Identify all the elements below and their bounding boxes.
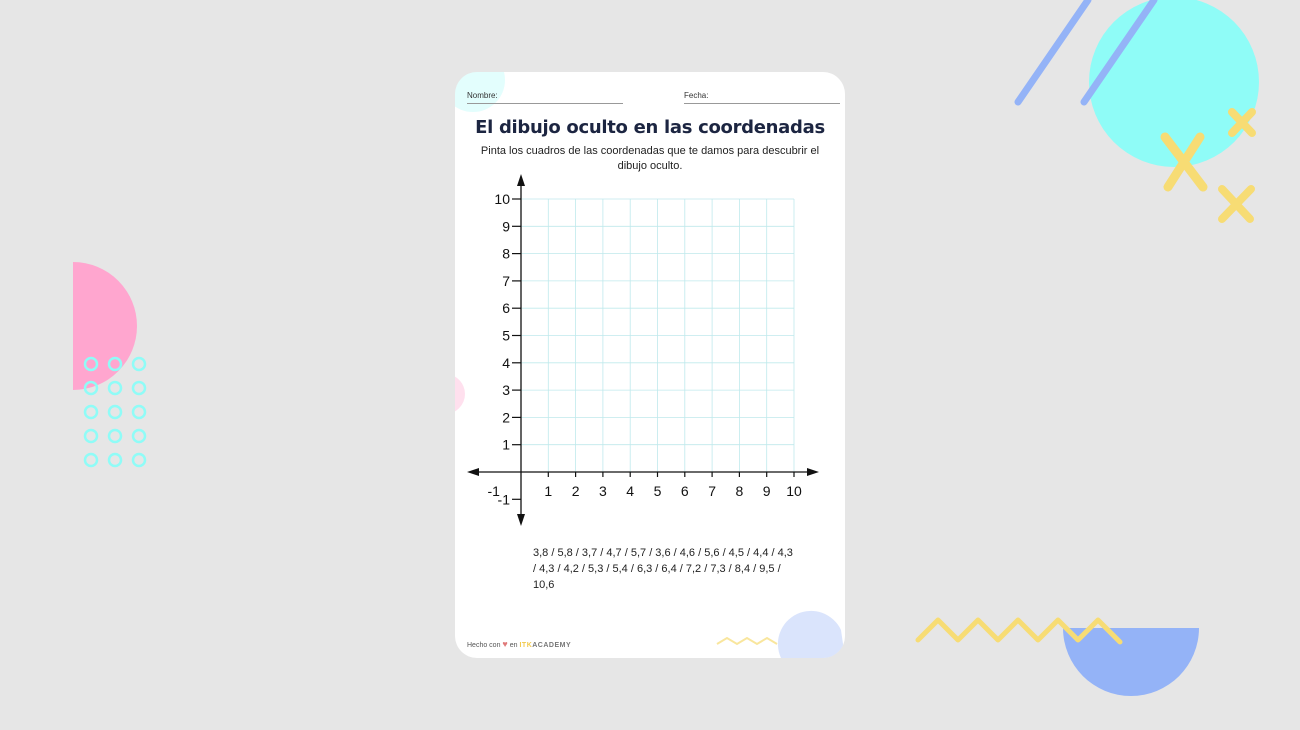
y-tick-label: 6 bbox=[502, 300, 510, 316]
footer-in: en bbox=[509, 642, 518, 649]
cyan-corner-decoration bbox=[455, 72, 505, 112]
footer: Hecho con ♥ en ITKACADEMY bbox=[467, 639, 571, 649]
y-tick-label: 3 bbox=[502, 382, 510, 398]
brand-suffix: ACADEMY bbox=[532, 642, 572, 649]
cyan-ring-grid-decoration bbox=[83, 356, 147, 468]
pink-half-circle-decoration bbox=[73, 262, 137, 390]
y-tick-label: -1 bbox=[498, 491, 511, 507]
x-tick-label: 7 bbox=[708, 483, 716, 499]
date-label: Fecha: bbox=[684, 91, 709, 100]
blue-corner-decoration bbox=[777, 610, 845, 658]
x-tick-label: 5 bbox=[654, 483, 662, 499]
y-axis-arrow-down bbox=[517, 514, 525, 526]
worksheet-instructions: Pinta los cuadros de las coordenadas que… bbox=[480, 145, 820, 172]
yellow-cross-decoration bbox=[1228, 108, 1256, 137]
yellow-cross-decoration bbox=[1160, 132, 1208, 192]
x-tick-label: -1 bbox=[487, 483, 500, 499]
x-tick-label: 3 bbox=[599, 483, 607, 499]
x-tick-labels: -1 1 2 3 4 5 6 7 8 9 10 bbox=[487, 483, 802, 499]
x-tick-label: 6 bbox=[681, 483, 689, 499]
y-tick-label: 10 bbox=[494, 191, 510, 207]
name-label: Nombre: bbox=[467, 91, 498, 100]
y-tick-label: 8 bbox=[502, 246, 510, 262]
y-tick-labels: -1 1 2 3 4 5 6 7 8 9 10 bbox=[494, 191, 510, 507]
coordinate-list: 3,8 / 5,8 / 3,7 / 4,7 / 5,7 / 3,6 / 4,6 … bbox=[533, 547, 793, 591]
brand-logo: ITKACADEMY bbox=[519, 642, 571, 649]
blue-half-circle-decoration bbox=[1063, 628, 1199, 696]
sheet-decorations bbox=[455, 72, 845, 658]
y-tick-label: 9 bbox=[502, 218, 510, 234]
x-axis-arrow-left bbox=[467, 468, 479, 476]
footer-made-with: Hecho con bbox=[467, 642, 501, 649]
x-tick-label: 9 bbox=[763, 483, 771, 499]
x-tick-label: 4 bbox=[626, 483, 634, 499]
coordinate-grid[interactable]: -1 1 2 3 4 5 6 7 8 9 10 -1 1 2 3 4 5 6 7 8 9 10 bbox=[455, 72, 845, 542]
x-tick-label: 1 bbox=[544, 483, 552, 499]
brand-prefix: ITK bbox=[519, 642, 533, 649]
x-tick-label: 10 bbox=[786, 483, 802, 499]
heart-icon: ♥ bbox=[502, 639, 508, 649]
worksheet-page: Nombre: Fecha: El dibujo oculto en las c… bbox=[455, 72, 845, 658]
y-tick-label: 7 bbox=[502, 273, 510, 289]
yellow-zigzag-decoration bbox=[915, 617, 1123, 645]
cyan-circle-decoration bbox=[1089, 0, 1259, 167]
x-tick-label: 8 bbox=[736, 483, 744, 499]
y-tick-label: 2 bbox=[502, 409, 510, 425]
yellow-zigzag-decoration bbox=[716, 636, 778, 646]
y-tick-label: 4 bbox=[502, 355, 510, 371]
pink-edge-decoration bbox=[455, 376, 465, 412]
y-tick-label: 1 bbox=[502, 437, 510, 453]
y-axis-arrow-up bbox=[517, 174, 525, 186]
y-tick-label: 5 bbox=[502, 328, 510, 344]
x-axis-arrow-right bbox=[807, 468, 819, 476]
x-tick-label: 2 bbox=[572, 483, 580, 499]
worksheet-title: El dibujo oculto en las coordenadas bbox=[475, 117, 825, 138]
yellow-cross-decoration bbox=[1218, 185, 1255, 223]
name-line[interactable] bbox=[467, 103, 623, 104]
blue-stroke-decoration bbox=[1080, 0, 1158, 106]
blue-stroke-decoration bbox=[1014, 0, 1092, 106]
date-line[interactable] bbox=[684, 103, 840, 104]
grid-lines bbox=[520, 198, 795, 473]
axes bbox=[467, 174, 819, 526]
